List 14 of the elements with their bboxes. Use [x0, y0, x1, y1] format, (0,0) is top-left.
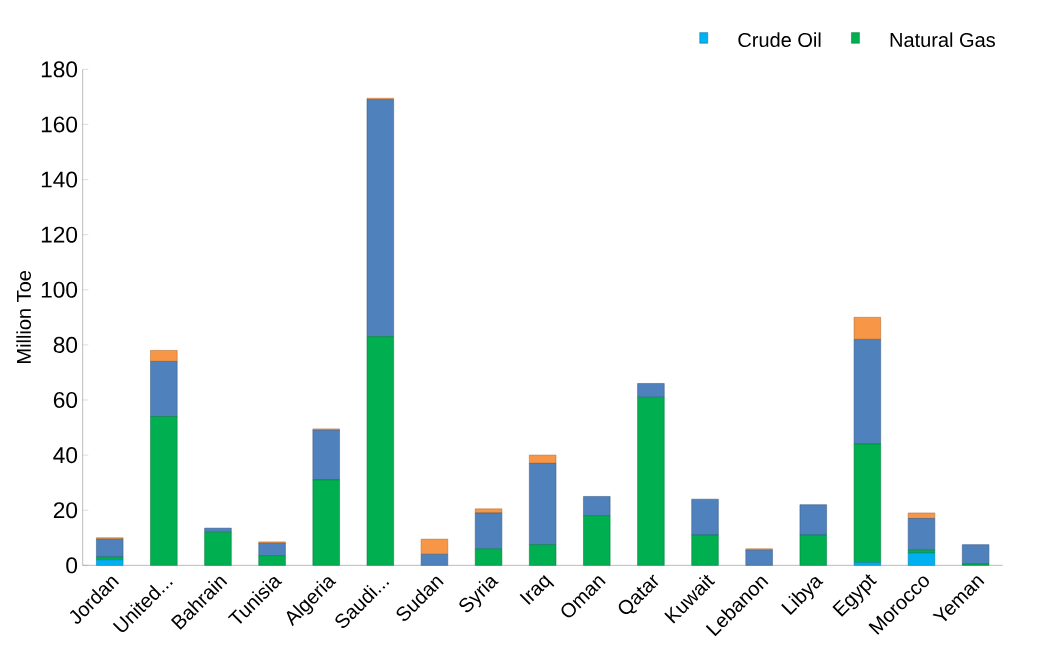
y-tick-label: 80: [53, 336, 78, 353]
legend-label: Natural Gas: [890, 32, 995, 48]
y-tick-label: 140: [41, 171, 78, 188]
y-tick-label: 40: [53, 447, 78, 464]
y-axis-title: Million Toe: [16, 271, 31, 363]
y-tick-label: 20: [53, 502, 78, 519]
y-tick-label: 180: [41, 61, 78, 78]
legend-label: Crude Oil: [738, 32, 821, 48]
x-tick-label: Iraq: [519, 575, 555, 605]
y-tick-label: 60: [53, 391, 78, 409]
y-tick-label: 100: [41, 281, 78, 298]
y-tick-label: 160: [41, 116, 78, 133]
y-tick-label: 0: [66, 557, 78, 574]
y-tick-label: 120: [41, 226, 78, 243]
